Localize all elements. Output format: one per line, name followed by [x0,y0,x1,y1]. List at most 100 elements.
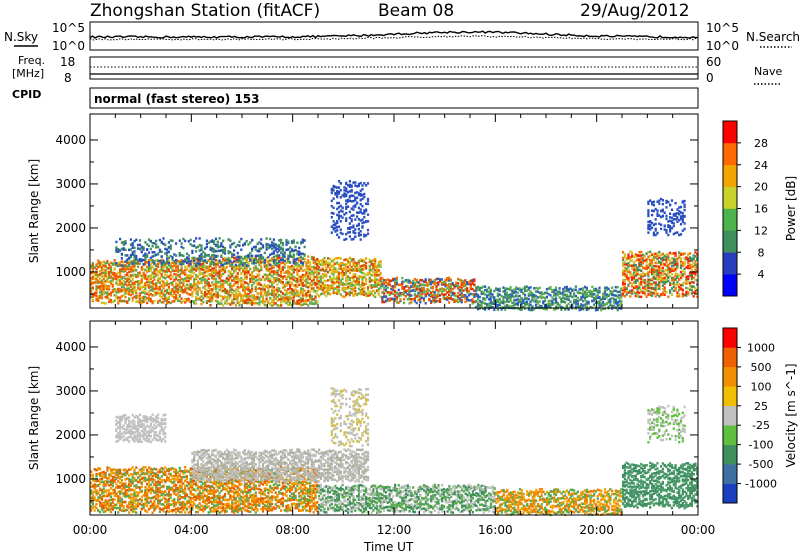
power-cell [669,289,672,292]
power-cell [225,281,228,284]
power-cell [309,297,312,301]
power-cell [558,292,561,295]
power-cell [171,269,174,272]
power-cell [480,290,483,294]
power-cell [272,246,275,249]
power-cell [585,292,588,295]
power-cell [336,219,339,223]
power-cell [316,258,319,261]
power-cell [209,294,212,297]
power-cell [124,254,127,257]
power-cell [567,298,570,301]
power-cell [175,259,178,262]
power-cell [213,242,216,245]
power-cell [260,293,263,296]
power-cell [683,260,686,264]
power-cell [200,248,203,252]
power-cell [166,297,169,300]
power-cell [638,263,641,266]
power-cell [187,274,190,277]
power-cell [576,296,579,300]
nsearch-line [89,34,698,41]
power-cell [467,281,471,284]
power-cell [142,273,145,276]
power-cell [196,245,199,249]
power-cell [415,280,418,284]
power-cell [359,291,362,294]
power-cell [173,286,176,289]
power-cell [158,291,161,295]
power-cell [350,226,353,229]
power-cell [292,275,295,279]
power-cell [269,273,272,277]
power-cell [285,281,288,284]
power-cell [509,298,512,301]
power-cell [233,269,236,273]
power-cell [446,276,449,280]
power-cell [205,301,208,304]
power-cell [261,285,265,288]
power-cell [397,288,400,292]
power-cell [426,287,429,291]
power-cell [507,294,510,297]
power-cell [622,289,625,292]
power-cell [142,267,145,271]
power-cell [285,248,288,252]
power-cell [263,290,266,293]
power-cell [589,289,592,293]
power-cell [354,266,357,270]
power-cell [678,254,681,257]
power-cell [321,258,324,262]
power-cell [685,294,688,297]
power-cell [457,282,460,285]
power-cell [314,302,317,305]
power-cell [133,274,136,277]
power-cell [616,290,619,294]
power-cell [289,250,292,253]
power-cell [439,278,442,281]
power-cell [647,281,650,284]
power-cell [115,281,118,284]
power-cell [126,301,129,305]
power-cell [214,290,218,294]
power-cell [384,295,388,299]
power-cell [504,306,507,309]
power-cell [111,272,114,275]
power-cell [182,278,185,281]
power-cell [157,265,160,268]
power-cell [245,259,248,262]
power-cell [128,256,131,260]
power-cell [583,296,587,299]
power-cell [200,272,203,275]
power-cell [589,291,592,294]
power-cell [676,295,679,298]
power-cell [531,305,534,308]
power-cell [200,265,203,268]
power-cell [234,266,237,269]
power-cell [318,295,321,298]
power-cell [298,302,301,305]
power-cell [345,181,348,185]
power-cell [204,271,207,274]
power-cell [122,267,125,270]
power-cell [649,286,652,290]
power-cell [287,275,290,279]
power-cell [162,262,165,265]
power-cell [269,296,272,300]
power-cell [191,286,194,289]
power-cell [292,293,295,297]
power-cell [299,278,303,282]
power-cell [473,300,476,304]
power-cell [314,275,317,279]
power-cell [406,298,409,301]
power-cell [354,218,357,221]
power-cell [681,252,684,256]
power-cell [689,252,692,255]
power-cell [674,251,677,255]
power-cell [676,216,679,219]
power-cell [345,293,348,297]
power-cell [309,290,312,293]
power-cell [345,193,348,196]
power-cell [160,295,163,299]
power-cell [184,277,187,280]
